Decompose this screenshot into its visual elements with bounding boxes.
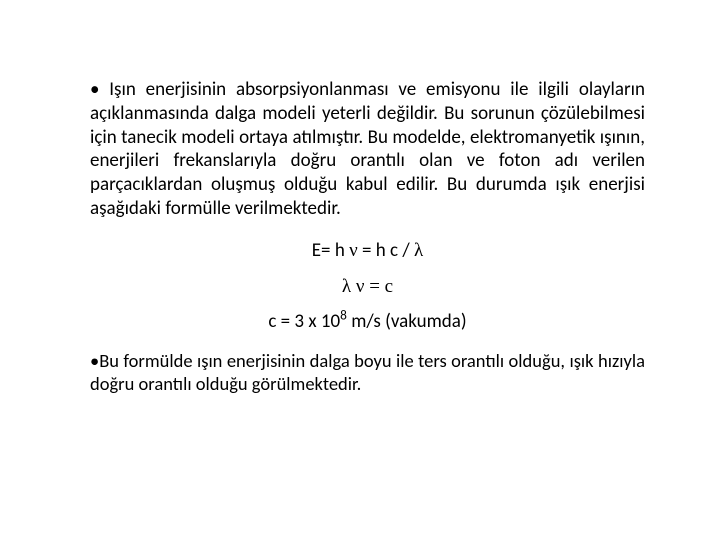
formula3-exponent: 8 bbox=[340, 306, 347, 323]
lambda-symbol: λ bbox=[414, 240, 423, 261]
formula1-mid: = h c / bbox=[358, 239, 414, 262]
nu-symbol: ν bbox=[349, 240, 358, 261]
document-content: • Işın enerjisinin absorpsiyonlanması ve… bbox=[90, 78, 645, 395]
lambda-symbol-2: λ bbox=[342, 276, 351, 297]
formula-lightspeed: c = 3 x 108 m/s (vakumda) bbox=[90, 310, 645, 333]
bullet-2: • bbox=[90, 349, 99, 372]
paragraph-2-text: Bu formülde ışın enerjisinin dalga boyu … bbox=[90, 349, 645, 395]
paragraph-1: • Işın enerjisinin absorpsiyonlanması ve… bbox=[90, 78, 645, 221]
formula-block: E= h ν = h c / λ λ ν = c c = 3 x 108 m/s… bbox=[90, 239, 645, 333]
formula1-prefix: E= h bbox=[312, 239, 349, 262]
paragraph-1-text: Işın enerjisinin absorpsiyonlanması ve e… bbox=[90, 78, 645, 220]
formula3-prefix: c = 3 x 10 bbox=[268, 310, 340, 333]
formula2-suffix: = c bbox=[364, 276, 393, 297]
formula3-suffix: m/s (vakumda) bbox=[347, 310, 467, 333]
formula-energy: E= h ν = h c / λ bbox=[90, 239, 645, 262]
bullet-1: • bbox=[90, 78, 109, 101]
formula-wave: λ ν = c bbox=[90, 276, 645, 298]
paragraph-2: •Bu formülde ışın enerjisinin dalga boyu… bbox=[90, 349, 645, 395]
